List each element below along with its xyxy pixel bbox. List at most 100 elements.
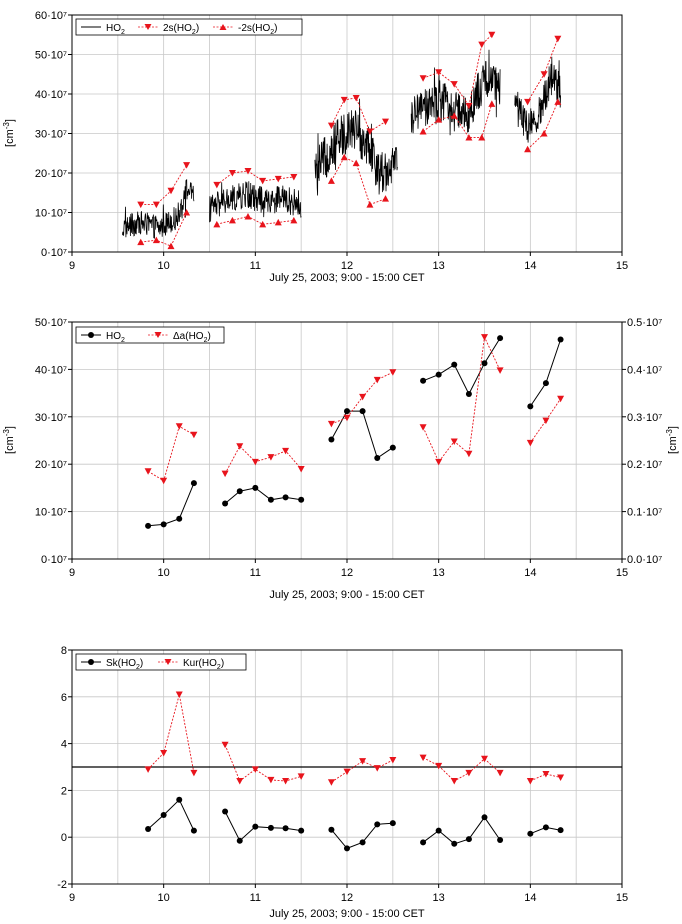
series-2s-ho2-point xyxy=(524,145,532,153)
series-sk-ho2-point xyxy=(389,820,396,827)
series-sk-ho2-point xyxy=(298,827,305,834)
x-tick-label: 9 xyxy=(69,260,75,272)
x-tick-label: 10 xyxy=(158,567,170,579)
series-ho2-point xyxy=(160,521,167,528)
y-tick-label: 8 xyxy=(61,645,67,657)
series-2s-ho2-point xyxy=(435,69,443,76)
legend-minus2s-marker xyxy=(219,24,227,30)
series-ho2-point xyxy=(557,336,564,343)
series-2s-ho2-point xyxy=(366,128,374,136)
series-a-ho2-point xyxy=(175,423,183,430)
series-kur-ho2-point xyxy=(496,769,504,777)
series-2s-ho2-point xyxy=(435,116,443,123)
series-2s-ho2-point xyxy=(488,31,496,39)
series-sk-ho2-point xyxy=(145,826,152,833)
series-sk-ho2-point xyxy=(374,821,381,828)
series-ho2-point xyxy=(374,455,381,462)
series-2s-ho2-point xyxy=(382,118,389,126)
y-tick-label: 40·10⁷ xyxy=(35,364,67,376)
series-a-ho2-point xyxy=(496,367,504,374)
series-ho2-point xyxy=(542,380,549,387)
series-a-ho2-point xyxy=(190,431,198,439)
series-kur-ho2-point xyxy=(481,755,488,763)
y-tick-label: 10·10⁷ xyxy=(35,208,67,220)
x-tick-label: 14 xyxy=(524,892,536,904)
series-a-ho2-point xyxy=(557,395,565,403)
series-kur-ho2-point xyxy=(282,778,290,785)
series-ho2-trace-segment xyxy=(314,98,398,196)
series-kur-ho2-line xyxy=(147,694,195,773)
panel2: 0·10⁷ 10·10⁷ 20·10⁷ 30·10⁷ 40·10⁷ 50·10⁷ 0.0·1… xyxy=(2,317,679,601)
series-2s-ho2-point xyxy=(554,35,562,43)
panel2-x-axis-label: July 25, 2003; 9:00 - 15:00 CET xyxy=(269,589,425,601)
series-2s-ho2-point xyxy=(327,177,335,184)
y-tick-label: 20·10⁷ xyxy=(35,459,67,471)
x-tick-label: 10 xyxy=(158,260,170,272)
series-sk-ho2-point xyxy=(435,827,442,834)
series-2s-ho2-point xyxy=(213,220,221,228)
series-ho2-point xyxy=(465,391,472,398)
series-a-ho2-point xyxy=(282,447,290,455)
series-a-ho2-point xyxy=(435,458,443,466)
series-kur-ho2-point xyxy=(435,762,443,770)
y2-tick-label: 0.0·10⁷ xyxy=(627,554,662,566)
series-2s-ho2-line xyxy=(330,97,386,133)
series-kur-ho2-point xyxy=(175,691,183,698)
series-2s-ho2-point xyxy=(478,41,486,49)
series-kur-ho2-point xyxy=(297,773,305,780)
series-sk-ho2-point xyxy=(542,824,549,831)
series-2s-ho2-point xyxy=(137,201,145,209)
series-2s-ho2-line xyxy=(216,215,294,225)
series-a-ho2-point xyxy=(373,376,381,384)
panel3-x-axis-label: July 25, 2003; 9:00 - 15:00 CET xyxy=(269,908,425,920)
series-ho2-trace-segment xyxy=(122,179,195,239)
series-kur-ho2-line xyxy=(331,759,394,783)
series-a-ho2-line xyxy=(224,445,302,474)
series-a-ho2-point xyxy=(481,334,488,341)
legend-ho2-marker xyxy=(88,332,94,338)
series-2s-ho2-point xyxy=(152,236,160,244)
series-ho2-point xyxy=(252,484,259,491)
y-tick-label: 0·10⁷ xyxy=(41,554,67,566)
series-kur-ho2-point xyxy=(389,756,397,764)
x-tick-label: 12 xyxy=(341,567,353,579)
series-ho2-point xyxy=(145,522,152,529)
series-sk-ho2-point xyxy=(497,837,504,844)
series-sk-ho2-point xyxy=(481,814,488,821)
panel1-y-axis-label: [cm-3] xyxy=(2,119,16,147)
series-a-ho2-line xyxy=(147,425,195,482)
legend-delta-marker xyxy=(154,332,162,338)
series-2s-ho2-point xyxy=(213,181,221,189)
series-sk-ho2-point xyxy=(420,839,427,846)
series-2s-ho2-point xyxy=(152,201,160,209)
panel2-legend: HO2 Δa(HO2) xyxy=(75,326,225,344)
x-tick-label: 14 xyxy=(524,567,536,579)
series-sk-ho2-point xyxy=(236,837,243,844)
legend-kur-marker xyxy=(164,659,172,665)
series-ho2-line xyxy=(529,339,562,407)
series-2s-ho2-point xyxy=(419,75,427,82)
series-2s-ho2-point xyxy=(554,98,562,105)
y-tick-label: 10·10⁷ xyxy=(35,507,67,519)
series-sk-ho2-point xyxy=(282,825,289,832)
panel2-grid xyxy=(72,322,622,559)
x-tick-label: 14 xyxy=(524,260,536,272)
x-tick-label: 12 xyxy=(341,260,353,272)
series-a-ho2-point xyxy=(160,477,168,485)
series-ho2-point xyxy=(267,496,274,503)
x-tick-label: 15 xyxy=(616,892,628,904)
series-2s-ho2-point xyxy=(183,162,191,169)
series-sk-ho2-line xyxy=(224,811,302,842)
series-2s-ho2-point xyxy=(327,122,335,130)
series-a-ho2-point xyxy=(221,470,229,478)
y-tick-label: 30·10⁷ xyxy=(35,412,67,424)
series-2s-ho2-point xyxy=(244,168,252,175)
series-kur-ho2-point xyxy=(373,765,381,772)
series-kur-ho2-point xyxy=(267,776,275,784)
series-sk-ho2-point xyxy=(252,823,259,830)
series-ho2-point xyxy=(527,403,534,410)
series-sk-ho2-point xyxy=(451,840,458,847)
legend-2s-label: 2s(HO2) xyxy=(163,23,199,36)
y-tick-label: 0·10⁷ xyxy=(41,247,67,259)
series-2s-ho2-point xyxy=(228,170,236,177)
